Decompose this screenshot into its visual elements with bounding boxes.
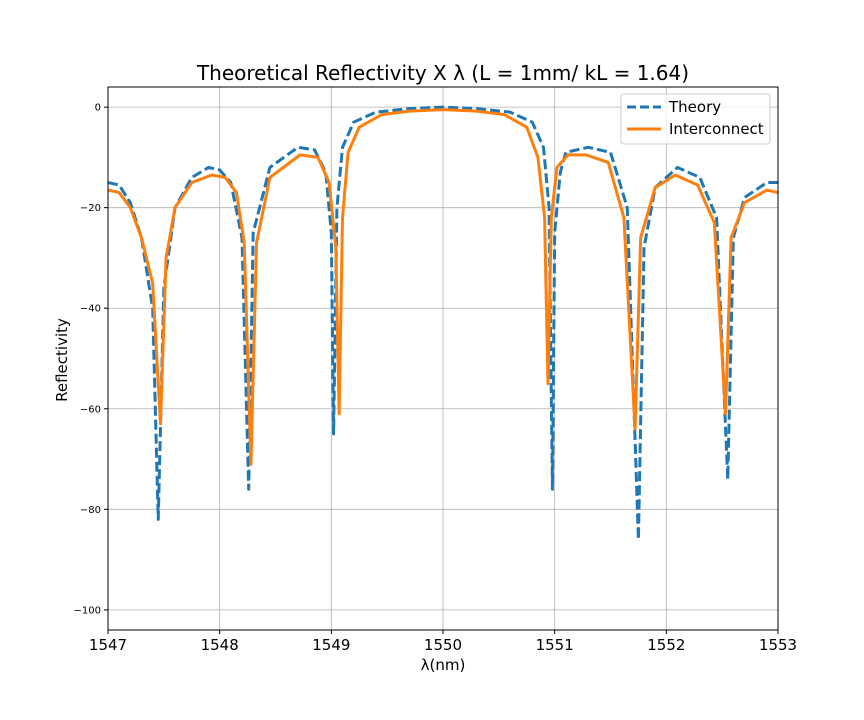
y-tick-label: −40	[80, 304, 101, 315]
y-axis-ticks: 0 −20 −40 −60 −80 −100	[74, 103, 108, 616]
x-tick-label: 1552	[647, 636, 685, 654]
series-line-interconnect	[107, 108, 779, 466]
legend-interconnect-label: Interconnect	[669, 120, 764, 138]
x-tick-label: 1548	[201, 636, 239, 654]
y-tick-label: −80	[80, 505, 101, 516]
y-axis-label: Reflectivity	[53, 318, 71, 402]
legend-theory-label: Theory	[668, 98, 721, 116]
x-tick-label: 1550	[424, 636, 462, 654]
x-tick-label: 1553	[759, 636, 797, 654]
x-tick-label: 1549	[312, 636, 350, 654]
y-tick-label: −20	[80, 203, 101, 214]
x-tick-label: 1551	[536, 636, 574, 654]
chart-title: Theoretical Reflectivity X λ (L = 1mm/ k…	[196, 61, 689, 85]
x-axis-ticks: 1547 1548 1549 1550 1551 1552 1553	[89, 630, 797, 654]
legend: Theory Interconnect	[620, 93, 771, 145]
y-tick-label: 0	[95, 103, 101, 114]
series-layer	[107, 105, 779, 541]
x-axis-label: λ(nm)	[421, 656, 466, 674]
y-tick-label: −60	[80, 404, 101, 415]
x-tick-label: 1547	[89, 636, 127, 654]
y-tick-label: −100	[74, 605, 101, 616]
